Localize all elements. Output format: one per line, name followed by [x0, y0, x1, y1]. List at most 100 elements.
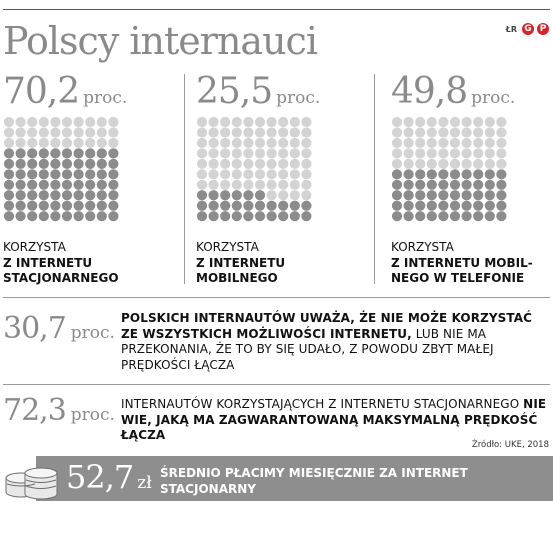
brand-logo-p: P: [537, 23, 549, 35]
stat-number: 70,2: [3, 71, 80, 112]
dot-filled: [254, 200, 266, 211]
dot-filled: [38, 179, 49, 190]
dot-empty: [473, 158, 484, 169]
page-title: Polscy internauci: [3, 19, 318, 63]
dot-empty: [243, 127, 254, 138]
dot-empty: [38, 116, 49, 128]
dot-empty: [473, 137, 484, 149]
dot-empty: [73, 116, 84, 128]
dot-empty: [461, 158, 472, 169]
dot-filled: [473, 190, 484, 201]
dot-empty: [403, 137, 414, 149]
dot-filled: [461, 190, 472, 201]
dot-filled: [73, 211, 84, 222]
dot-empty: [449, 137, 461, 149]
dot-empty: [254, 169, 266, 180]
dot-empty: [73, 127, 84, 138]
dot-empty: [415, 137, 426, 149]
summary-unit: zł: [137, 473, 152, 493]
dot-filled: [85, 200, 96, 211]
dot-empty: [208, 127, 219, 138]
dot-empty: [231, 116, 242, 128]
dot-filled: [473, 169, 484, 180]
dot-empty: [85, 116, 96, 128]
dot-filled: [108, 158, 119, 169]
dot-empty: [461, 137, 472, 149]
dot-filled: [391, 179, 403, 190]
dot-filled: [484, 190, 495, 201]
dot-empty: [266, 169, 277, 180]
dot-empty: [96, 137, 107, 149]
dot-filled: [27, 190, 38, 201]
dot-filled: [438, 200, 449, 211]
dot-empty: [301, 169, 312, 180]
dot-filled: [50, 169, 61, 180]
dot-empty: [496, 116, 507, 128]
dot-empty: [61, 116, 73, 128]
dot-filled: [403, 211, 414, 222]
dot-filled: [449, 200, 461, 211]
dot-empty: [266, 148, 277, 159]
dot-empty: [391, 148, 403, 159]
dot-filled: [96, 169, 107, 180]
dot-empty: [85, 137, 96, 149]
dot-empty: [449, 158, 461, 169]
dot-empty: [391, 116, 403, 128]
dot-empty: [254, 116, 266, 128]
dot-empty: [473, 127, 484, 138]
dot-empty: [438, 137, 449, 149]
dot-empty: [461, 127, 472, 138]
stat-column-1: 70,2 proc.: [3, 71, 127, 222]
desc-line-3: NEGO W TELEFONIE: [391, 271, 525, 285]
dot-filled: [231, 190, 242, 201]
dot-filled: [220, 190, 231, 201]
dot-empty: [415, 116, 426, 128]
dot-grid-3: [391, 116, 507, 222]
dot-empty: [403, 127, 414, 138]
dot-filled: [73, 169, 84, 180]
dot-filled: [15, 179, 26, 190]
source-note: Źródło: UKE, 2018: [471, 440, 549, 450]
dot-empty: [301, 127, 312, 138]
dot-filled: [85, 190, 96, 201]
dot-empty: [403, 116, 414, 128]
dot-filled: [15, 211, 26, 222]
dot-empty: [403, 158, 414, 169]
dot-empty: [289, 169, 300, 180]
dot-filled: [61, 158, 73, 169]
dot-empty: [196, 148, 208, 159]
dot-filled: [449, 190, 461, 201]
dot-empty: [391, 158, 403, 169]
dot-filled: [208, 190, 219, 201]
stat-number: 25,5: [196, 71, 273, 112]
dot-empty: [27, 116, 38, 128]
desc-line-2: Z INTERNETU: [196, 255, 286, 270]
dot-empty: [289, 116, 300, 128]
dot-filled: [208, 200, 219, 211]
dot-empty: [208, 137, 219, 149]
dot-empty: [231, 127, 242, 138]
dot-empty: [391, 127, 403, 138]
dot-filled: [15, 190, 26, 201]
desc-line-1: KORZYSTA: [196, 240, 259, 254]
dot-filled: [196, 200, 208, 211]
dot-empty: [461, 148, 472, 159]
dot-empty: [208, 116, 219, 128]
dot-filled: [3, 200, 15, 211]
stat-number: 30,7: [3, 311, 67, 346]
dot-filled: [415, 169, 426, 180]
dot-filled: [473, 211, 484, 222]
dot-empty: [61, 137, 73, 149]
dot-empty: [426, 148, 437, 159]
dot-empty: [449, 116, 461, 128]
summary-number: 52,7: [66, 458, 134, 496]
dot-empty: [278, 127, 289, 138]
dot-empty: [266, 158, 277, 169]
dot-filled: [254, 211, 266, 222]
summary-text: ŚREDNIO PŁACIMY MIESIĘCZNIE ZA INTERNET …: [160, 466, 468, 496]
dot-empty: [38, 137, 49, 149]
dot-filled: [243, 211, 254, 222]
dot-empty: [289, 148, 300, 159]
dot-filled: [496, 200, 507, 211]
dot-empty: [301, 148, 312, 159]
